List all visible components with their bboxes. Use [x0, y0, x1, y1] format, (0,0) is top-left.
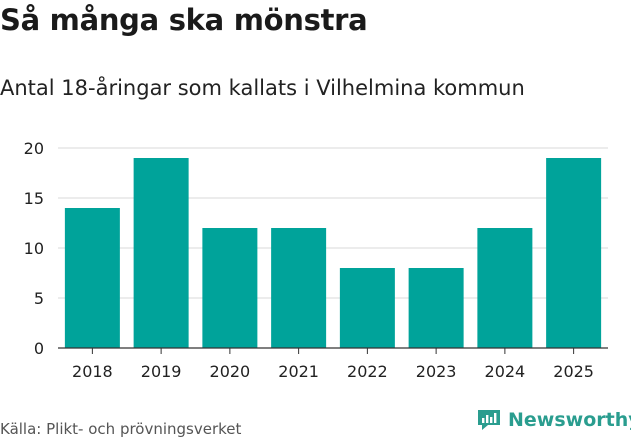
source-note: Källa: Plikt- och prövningsverket	[0, 420, 242, 438]
bars	[64, 158, 602, 348]
y-tick-label: 15	[24, 189, 44, 208]
chart-subtitle: Antal 18-åringar som kallats i Vilhelmin…	[0, 76, 525, 100]
y-tick-label: 20	[24, 139, 44, 158]
x-tick-label: 2021	[278, 362, 319, 381]
bar-2025	[546, 158, 602, 348]
bar-2018	[64, 208, 120, 348]
brand-name: Newsworthy	[508, 409, 631, 431]
x-tick-label: 2024	[485, 362, 526, 381]
y-tick-label: 10	[24, 239, 44, 258]
chart-title: Så många ska mönstra	[0, 3, 368, 37]
x-tick-label: 2018	[72, 362, 113, 381]
y-tick-label: 0	[34, 339, 44, 358]
x-tick-label: 2023	[416, 362, 457, 381]
y-axis-ticks: 0 5 10 15 20	[24, 139, 44, 358]
y-tick-label: 5	[34, 289, 44, 308]
newsworthy-chart-icon	[478, 410, 500, 430]
brand-logo[interactable]: Newsworthy	[476, 408, 631, 432]
bar-2022	[339, 268, 395, 348]
x-tick-label: 2022	[347, 362, 388, 381]
x-tick-label: 2019	[141, 362, 182, 381]
bar-2021	[271, 228, 327, 348]
x-tick-label: 2025	[553, 362, 594, 381]
bar-2023	[408, 268, 464, 348]
x-tick-label: 2020	[210, 362, 251, 381]
bar-chart: 0 5 10 15 20 2018 2019 2020 2021 2022 2023 2024 202…	[24, 139, 608, 381]
bar-2024	[477, 228, 533, 348]
bar-2019	[133, 158, 189, 348]
bar-2020	[202, 228, 258, 348]
x-axis-ticks: 2018 2019 2020 2021 2022 2023 2024 2025	[72, 348, 594, 381]
